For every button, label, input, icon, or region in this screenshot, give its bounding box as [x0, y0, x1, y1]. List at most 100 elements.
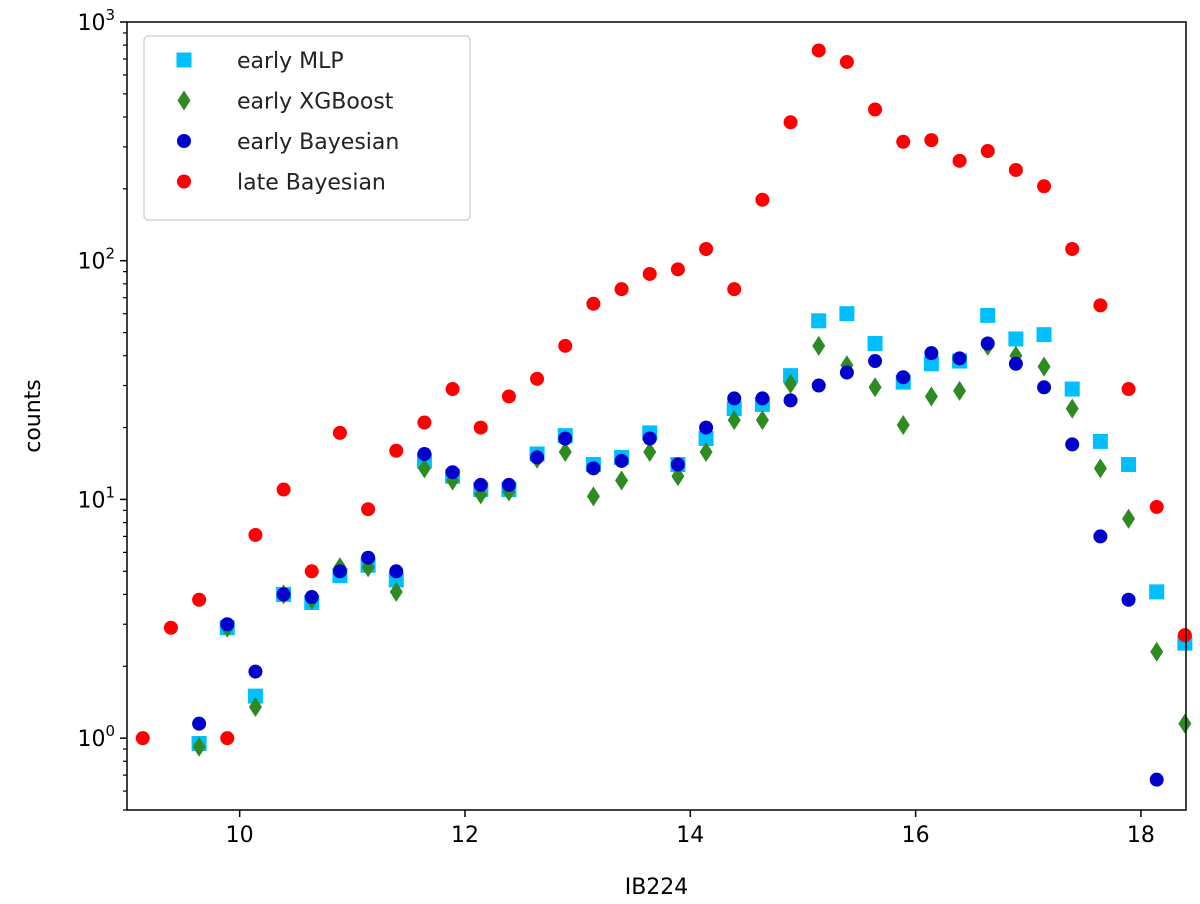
data-point — [924, 133, 939, 148]
data-point — [304, 564, 319, 579]
data-point — [1122, 508, 1136, 529]
legend-item: early Bayesian — [177, 130, 399, 155]
data-point — [614, 453, 629, 468]
data-point — [558, 338, 573, 353]
data-point — [192, 592, 207, 607]
data-point — [586, 296, 601, 311]
x-tick-label: 16 — [902, 823, 930, 848]
legend-label: early MLP — [237, 49, 344, 74]
data-point — [727, 410, 741, 431]
data-point — [530, 371, 545, 386]
data-point — [417, 415, 432, 430]
data-point — [1121, 592, 1136, 607]
data-point — [839, 365, 854, 380]
data-point — [417, 458, 431, 479]
x-tick-label: 14 — [676, 823, 704, 848]
data-point — [248, 664, 263, 679]
data-point — [671, 466, 685, 487]
data-point — [1008, 162, 1023, 177]
data-point — [811, 378, 826, 393]
data-point — [192, 716, 207, 731]
x-axis-label: IB224 — [625, 875, 689, 900]
data-point — [784, 373, 798, 394]
data-point — [558, 442, 572, 463]
data-point — [980, 307, 996, 323]
series-early-bayesian — [192, 336, 1164, 787]
legend-marker — [176, 52, 192, 68]
data-point — [923, 356, 939, 372]
data-point — [1121, 382, 1136, 397]
data-point — [501, 477, 516, 492]
data-point — [868, 377, 882, 398]
data-point — [586, 461, 601, 476]
data-point — [811, 313, 827, 329]
data-point — [1065, 398, 1079, 419]
data-point — [699, 241, 714, 256]
data-point — [361, 550, 376, 565]
data-point — [755, 391, 770, 406]
data-point — [389, 564, 404, 579]
data-point — [248, 697, 262, 718]
data-point — [135, 731, 150, 746]
data-point — [642, 431, 657, 446]
x-tick-label: 10 — [226, 823, 254, 848]
data-point — [755, 410, 769, 431]
data-point — [1037, 356, 1051, 377]
y-tick-label: 100 — [77, 722, 115, 752]
data-point — [867, 335, 883, 351]
data-point — [811, 43, 826, 58]
data-point — [1178, 713, 1192, 734]
data-point — [896, 134, 911, 149]
data-point — [248, 527, 263, 542]
data-point — [389, 443, 404, 458]
data-point — [839, 306, 855, 322]
data-point — [699, 442, 713, 463]
data-point — [1150, 641, 1164, 662]
data-point — [868, 354, 883, 369]
data-point — [1065, 241, 1080, 256]
data-point — [1149, 772, 1164, 787]
data-point — [332, 425, 347, 440]
data-point — [614, 282, 629, 297]
data-point — [643, 442, 657, 463]
data-point — [501, 389, 516, 404]
data-point — [615, 470, 629, 491]
data-point — [727, 391, 742, 406]
data-point — [417, 446, 432, 461]
y-tick-label: 102 — [77, 245, 115, 275]
data-point — [1008, 331, 1024, 347]
legend-box — [143, 35, 471, 221]
data-points — [135, 43, 1193, 787]
data-point — [192, 736, 206, 757]
data-point — [868, 102, 883, 117]
data-point — [1064, 381, 1080, 397]
data-point — [924, 386, 938, 407]
plot-area-frame — [126, 21, 1187, 811]
data-point — [924, 346, 939, 361]
y-axis-ticks: 100 101 102 103 — [77, 6, 127, 811]
data-point — [586, 486, 600, 507]
legend-item: late Bayesian — [177, 171, 386, 196]
data-point — [952, 153, 967, 168]
data-point — [699, 420, 714, 435]
y-tick-label: 101 — [77, 483, 115, 513]
x-tick-label: 18 — [1127, 823, 1155, 848]
data-point — [276, 482, 291, 497]
data-point — [698, 430, 714, 446]
data-point — [473, 477, 488, 492]
data-point — [1037, 179, 1052, 194]
data-point — [670, 457, 685, 472]
series-late-bayesian — [135, 43, 1192, 746]
legend: early MLP early XGBoost early Bayesian late… — [143, 35, 471, 221]
legend-label: early Bayesian — [237, 130, 399, 155]
legend-label: late Bayesian — [237, 171, 386, 196]
x-tick-label: 12 — [451, 823, 479, 848]
data-point — [163, 620, 178, 635]
legend-marker — [177, 174, 191, 189]
data-point — [220, 617, 235, 632]
y-tick-label: 103 — [77, 6, 115, 36]
data-point — [896, 370, 911, 385]
data-point — [1093, 458, 1107, 479]
data-point — [389, 581, 403, 602]
data-point — [896, 415, 910, 436]
